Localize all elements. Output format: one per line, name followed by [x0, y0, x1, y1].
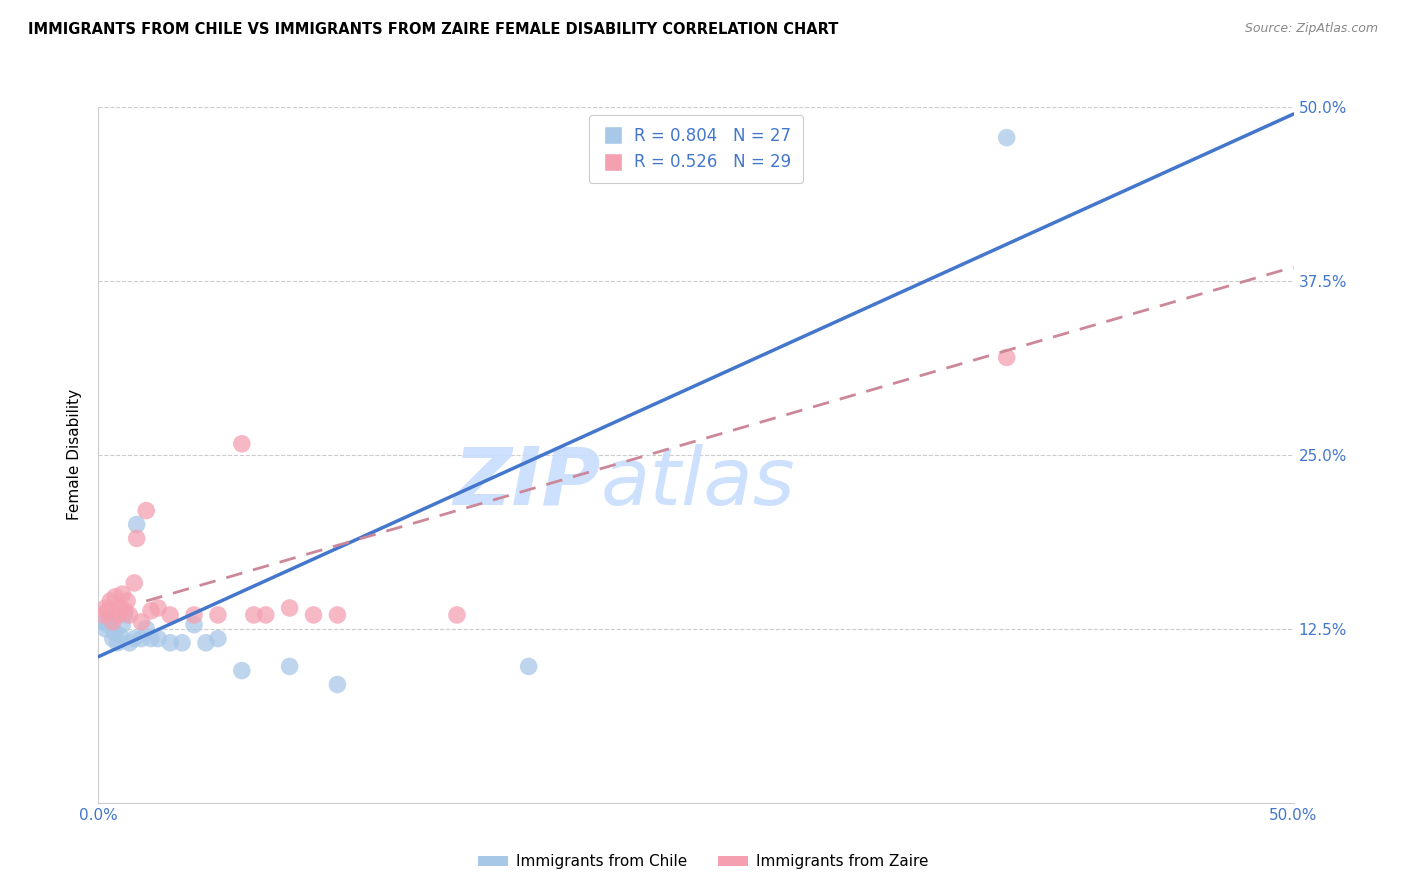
Point: [995, 351, 1018, 365]
Point: [91, 615, 114, 629]
Text: ZIP: ZIP: [453, 443, 600, 522]
Point: [148, 601, 170, 615]
Point: [101, 632, 124, 646]
Point: [254, 607, 277, 622]
Point: [114, 607, 136, 622]
Point: [101, 615, 124, 629]
Point: [111, 617, 134, 632]
Point: [97, 617, 120, 632]
Y-axis label: Female Disability: Female Disability: [67, 389, 83, 521]
Point: [131, 632, 153, 646]
Point: [111, 587, 134, 601]
Point: [115, 594, 138, 608]
Point: [108, 601, 131, 615]
Point: [114, 604, 136, 618]
Point: [517, 659, 540, 673]
Point: [118, 636, 141, 650]
Point: [125, 532, 148, 546]
Point: [446, 607, 468, 622]
Point: [278, 601, 301, 615]
Point: [326, 607, 349, 622]
Point: [104, 590, 127, 604]
Point: [124, 632, 146, 646]
Point: [243, 607, 266, 622]
Point: [135, 622, 157, 636]
Point: [94, 601, 117, 615]
Point: [326, 677, 349, 691]
Point: [107, 636, 129, 650]
Text: atlas: atlas: [600, 443, 796, 522]
Point: [183, 607, 205, 622]
Point: [104, 626, 127, 640]
Point: [207, 632, 229, 646]
Point: [139, 632, 162, 646]
Legend: R = 0.804   N = 27, R = 0.526   N = 29: R = 0.804 N = 27, R = 0.526 N = 29: [589, 115, 803, 183]
Point: [172, 636, 194, 650]
Point: [995, 130, 1018, 145]
Point: [125, 517, 148, 532]
Point: [207, 607, 229, 622]
Point: [124, 576, 146, 591]
Point: [135, 503, 157, 517]
Point: [148, 632, 170, 646]
Point: [94, 622, 117, 636]
Point: [107, 607, 129, 622]
Point: [131, 615, 153, 629]
Point: [98, 594, 122, 608]
Point: [302, 607, 325, 622]
Point: [159, 607, 181, 622]
Point: [97, 604, 120, 618]
Point: [278, 659, 301, 673]
Point: [108, 629, 131, 643]
Point: [98, 612, 122, 626]
Point: [231, 437, 253, 451]
Point: [231, 664, 253, 678]
Point: [194, 636, 218, 650]
Point: [159, 636, 181, 650]
Point: [139, 604, 162, 618]
Point: [91, 607, 114, 622]
Text: Source: ZipAtlas.com: Source: ZipAtlas.com: [1244, 22, 1378, 36]
Point: [118, 607, 141, 622]
Text: IMMIGRANTS FROM CHILE VS IMMIGRANTS FROM ZAIRE FEMALE DISABILITY CORRELATION CHA: IMMIGRANTS FROM CHILE VS IMMIGRANTS FROM…: [28, 22, 838, 37]
Legend: Immigrants from Chile, Immigrants from Zaire: Immigrants from Chile, Immigrants from Z…: [471, 848, 935, 875]
Point: [183, 617, 205, 632]
